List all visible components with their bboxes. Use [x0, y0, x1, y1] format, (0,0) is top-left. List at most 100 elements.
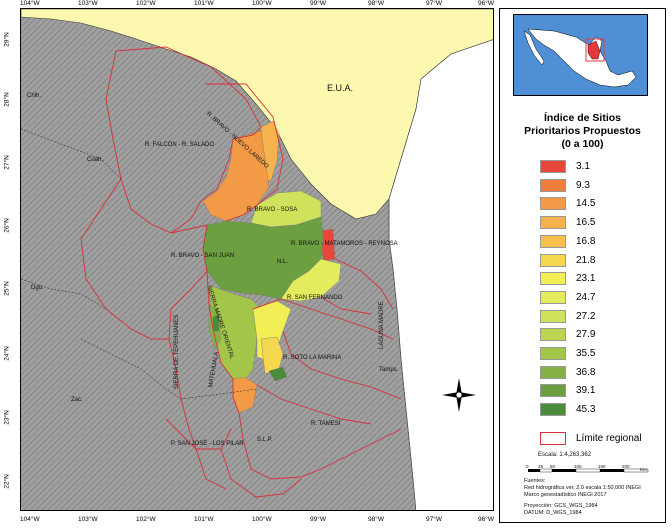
label-soto-la-marina: R. SOTO LA MARINA [283, 355, 342, 361]
map-canvas [21, 9, 493, 510]
axis-top-label: 96°W [478, 0, 494, 7]
axis-bottom-label: 100°W [252, 516, 272, 523]
datum-label: DATUM: D_WGS_1984 [524, 510, 582, 516]
axis-bottom-label: 103°W [78, 516, 98, 523]
label-falcon-salado: R. FALCÓN - R. SALADO [145, 142, 215, 148]
sources-heading: Fuentes: [524, 478, 546, 484]
legend-class-swatch [540, 403, 566, 417]
legend-class-swatch [540, 365, 566, 379]
label-nl: N.L. [277, 259, 289, 265]
scale-tick-label: 200 [622, 464, 630, 469]
legend-class-swatch [540, 160, 566, 173]
inset-map [513, 14, 648, 96]
axis-left-label: 26°N [3, 218, 11, 233]
watershed-soto-lower [260, 336, 284, 375]
axis-top-label: 101°W [194, 0, 214, 7]
axis-bottom-label: 101°W [194, 516, 214, 523]
legend-title-line3: (0 a 100) [561, 138, 604, 150]
legend-class-swatch [540, 309, 566, 323]
axis-top-label: 99°W [310, 0, 326, 7]
legend-class-value: 16.8 [576, 235, 596, 247]
projection-label: Proyección: GCS_WGS_1984 [524, 503, 598, 509]
label-slp: S.L.P. [257, 437, 273, 443]
legend-title-line2: Prioritarios Propuestos [524, 125, 641, 137]
scale-tick-label: 150 [598, 464, 606, 469]
label-chihuahua: Chih. [27, 93, 42, 99]
label-bravo-sosa: R. BRAVO - SOSA [247, 207, 298, 213]
inset-mexico-map [523, 28, 637, 88]
legend-class-swatch [540, 384, 566, 398]
axis-bottom-label: 104°W [20, 516, 40, 523]
scale-label: Escala: 1:4,263,362 [538, 452, 592, 458]
axis-left-label: 23°N [3, 410, 11, 425]
scale-tick-label: 100 [574, 464, 582, 469]
axis-bottom-label: 98°W [368, 516, 384, 523]
legend-class-value: 27.9 [576, 329, 596, 341]
label-sierra-tepehuanes: SIERRA DE TEPEHUANES [174, 314, 180, 389]
axis-left-label: 27°N [3, 155, 11, 170]
legend-class-swatch [540, 178, 566, 192]
sources-line1: Red hidrográfica ver. 2.0 escala 1:50,00… [524, 485, 641, 491]
sources-line2: Marco geoestadístico INEGI 2017 [524, 492, 607, 498]
label-bravo-san-juan: R. BRAVO - SAN JUAN [171, 253, 235, 259]
label-laguna-madre: LAGUNA MADRE [379, 301, 385, 349]
legend-class-value: 24.7 [576, 291, 596, 303]
legend-class-swatch [540, 234, 566, 248]
scale-unit: Km [640, 467, 647, 472]
scale-bar [528, 468, 649, 473]
north-arrow-icon [442, 378, 476, 412]
legend-class-value: 23.1 [576, 273, 596, 285]
legend-title-line1: Índice de Sitios [543, 112, 622, 124]
legend-class-value: 14.5 [576, 198, 596, 210]
scale-tick-label: 25 [538, 464, 544, 469]
label-coahuila: Coah. [87, 157, 104, 163]
legend-class-swatch [540, 197, 566, 211]
regional-limits [80, 46, 402, 498]
legend-class-swatch [540, 272, 566, 286]
legend-class-swatch [540, 216, 566, 230]
legend-regional-limit-swatch [540, 432, 566, 445]
legend-class-value: 35.5 [576, 348, 596, 359]
label-san-fernando: R. SAN FERNANDO [287, 295, 343, 301]
legend-class-value: 27.2 [576, 310, 596, 322]
scale-tick-label: 50 [550, 464, 556, 469]
label-san-jose: P. SAN JOSÉ - LOS PILAR [171, 441, 244, 447]
label-bravo-matamoros: R. BRAVO - MATAMOROS - REYNOSA [291, 241, 398, 247]
axis-top-label: 102°W [136, 0, 156, 7]
label-tamesi: R. TAMESÍ [311, 421, 341, 427]
axis-left-label: 25°N [3, 281, 11, 296]
inset-baja [523, 30, 545, 66]
legend-regional-limit-label: Límite regional [576, 433, 642, 444]
axis-top-label: 98°W [368, 0, 384, 7]
axis-bottom-label: 102°W [136, 516, 156, 523]
coastline [388, 199, 417, 510]
inset-mexico-land [527, 28, 637, 88]
state-boundaries [21, 128, 257, 400]
axis-left-label: 24°N [3, 346, 11, 361]
label-tamaulipas: Tamps. [379, 367, 399, 373]
axis-left-label: 29°N [3, 32, 11, 47]
axis-top-label: 97°W [426, 0, 442, 7]
axis-left-label: 22°N [3, 474, 11, 489]
legend-class-swatch [540, 290, 566, 304]
legend-class-value: 39.1 [576, 385, 596, 397]
label-usa: E.U.A. [327, 83, 354, 93]
legend-class-value: 36.8 [576, 366, 596, 378]
legend-class-value: 45.3 [576, 404, 596, 416]
axis-top-label: 100°W [252, 0, 272, 7]
scale-tick-label: 0 [526, 464, 529, 469]
axis-left-label: 28°N [3, 92, 11, 107]
inset-extent-box [585, 38, 605, 62]
legend-class-swatch [540, 347, 566, 360]
legend-class-value: 16.5 [576, 217, 596, 229]
legend-class-value: 3.1 [576, 161, 590, 172]
legend-class-swatch [540, 328, 566, 342]
axis-top-label: 103°W [78, 0, 98, 7]
axis-top-label: 104°W [20, 0, 40, 7]
legend-class-swatch [540, 253, 566, 267]
watershed-soto-green [268, 366, 288, 382]
legend-class-value: 9.3 [576, 179, 590, 191]
axis-bottom-label: 99°W [310, 516, 326, 523]
legend-title: Índice de Sitios Prioritarios Propuestos… [499, 112, 666, 151]
